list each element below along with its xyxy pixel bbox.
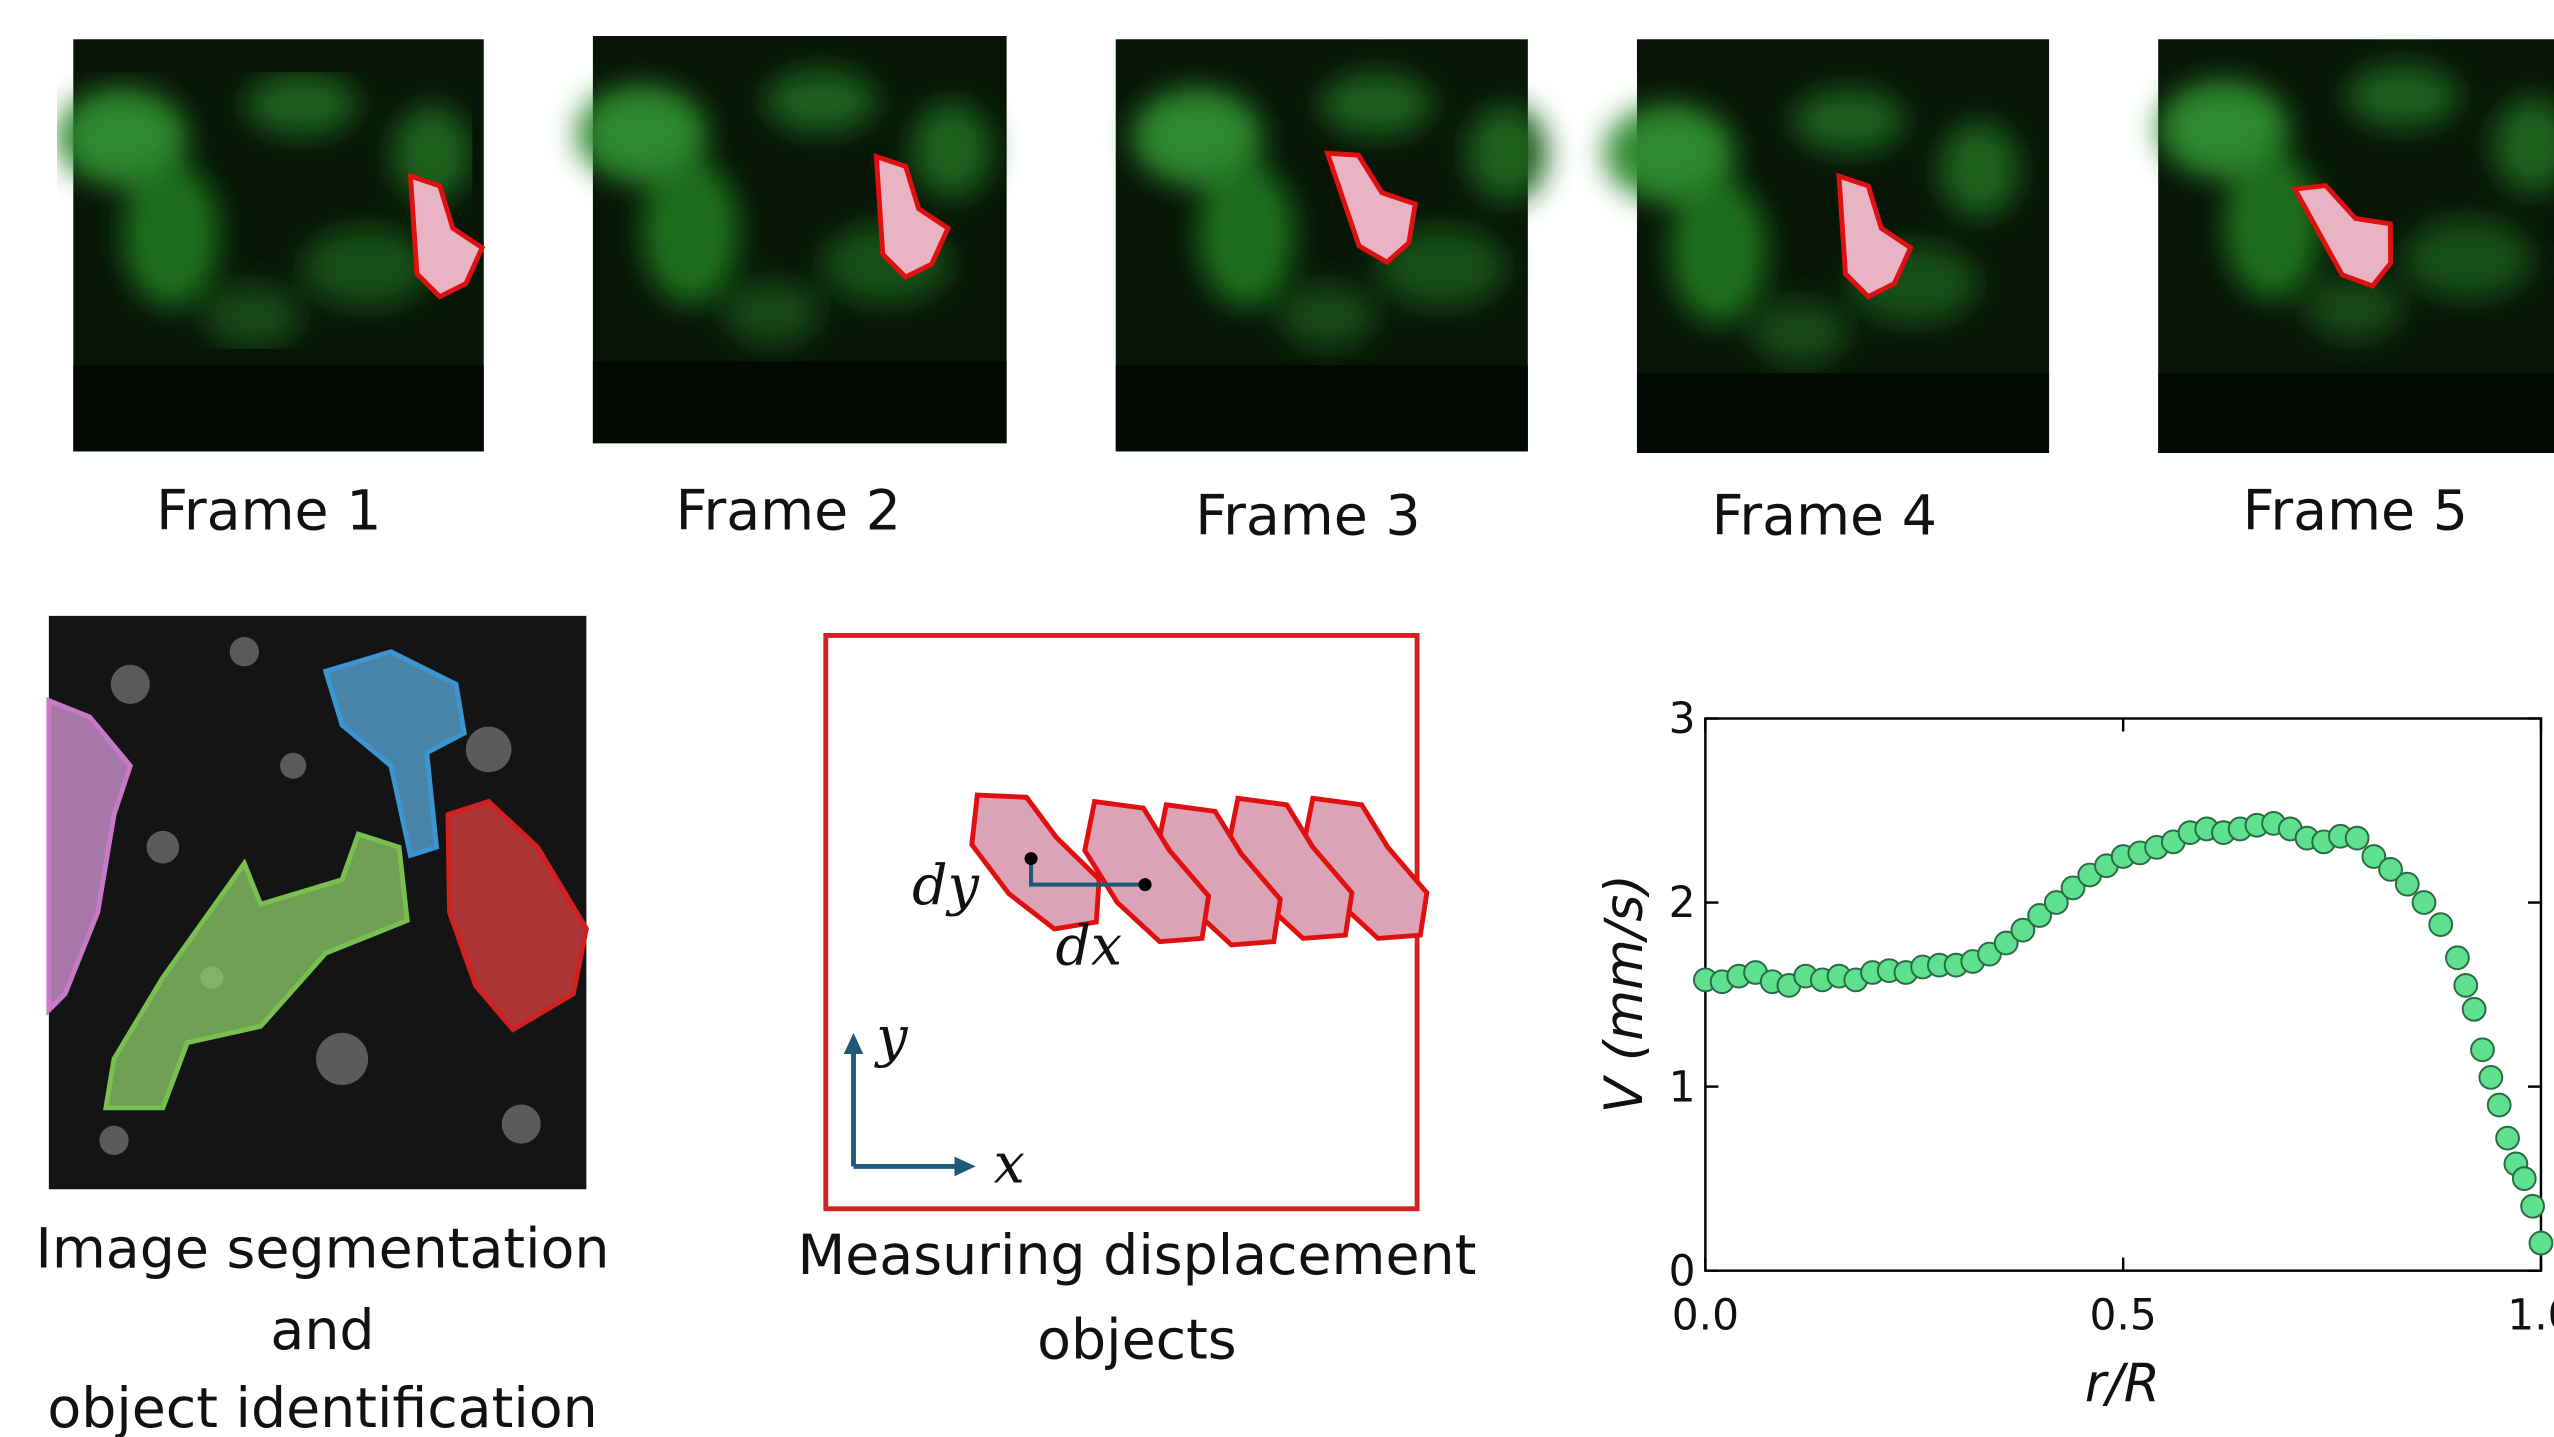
y-arrow-label: y: [873, 1006, 908, 1070]
point: [2488, 1094, 2511, 1117]
point: [2413, 891, 2436, 914]
dx-label: dx: [1055, 914, 1122, 978]
point: [2521, 1195, 2544, 1218]
caption: object identification: [47, 1377, 597, 1437]
y-tick-label: 2: [1669, 878, 1696, 927]
point: [2479, 1066, 2502, 1089]
caption: Measuring displacement: [797, 1224, 1476, 1288]
y-tick-label: 1: [1669, 1062, 1696, 1111]
frame-label: Frame 4: [1712, 484, 1937, 548]
x-tick-label: 0.5: [2090, 1290, 2157, 1339]
caption: objects: [1037, 1309, 1237, 1373]
y-tick-label: 0: [1669, 1246, 1696, 1295]
point: [2454, 974, 2477, 997]
dy-label: dy: [912, 854, 979, 918]
frames: Frame 1 Frame 2 Frame 3 Frame 4 Frame 5: [57, 36, 2554, 548]
point: [2346, 827, 2369, 850]
point: [2446, 946, 2469, 969]
point: [2530, 1232, 2553, 1255]
chart: r/R V (mm/s) 0 1 2 3 0.0 0.5 1.0: [1595, 694, 2554, 1414]
figure: Frame 1 Frame 2 Frame 3 Frame 4 Frame 5 …: [0, 0, 2554, 1437]
point: [2396, 873, 2419, 896]
frame-label: Frame 1: [156, 480, 381, 544]
frame-label: Frame 5: [2243, 480, 2468, 544]
caption: and: [270, 1299, 374, 1363]
y-axis-label: V (mm/s): [1595, 874, 1655, 1113]
y-tick-label: 3: [1669, 694, 1696, 743]
point: [2429, 913, 2452, 936]
x-tick-label: 1.0: [2507, 1290, 2554, 1339]
x-tick-label: 0.0: [1672, 1290, 1739, 1339]
point: [2463, 998, 2486, 1021]
point: [2496, 1127, 2519, 1150]
frame-label: Frame 2: [676, 480, 901, 544]
caption: Image segmentation: [36, 1217, 610, 1281]
plot-frame: [1705, 719, 2541, 1271]
point: [2471, 1038, 2494, 1061]
frame-label: Frame 3: [1195, 484, 1420, 548]
x-arrow-label: x: [994, 1133, 1025, 1197]
x-axis-label: r/R: [2085, 1354, 2160, 1414]
segmentation: Image segmentation and object identifica…: [36, 616, 610, 1437]
displacement: dy dx y x Measuring displacement objects: [797, 635, 1476, 1372]
point: [2513, 1167, 2536, 1190]
